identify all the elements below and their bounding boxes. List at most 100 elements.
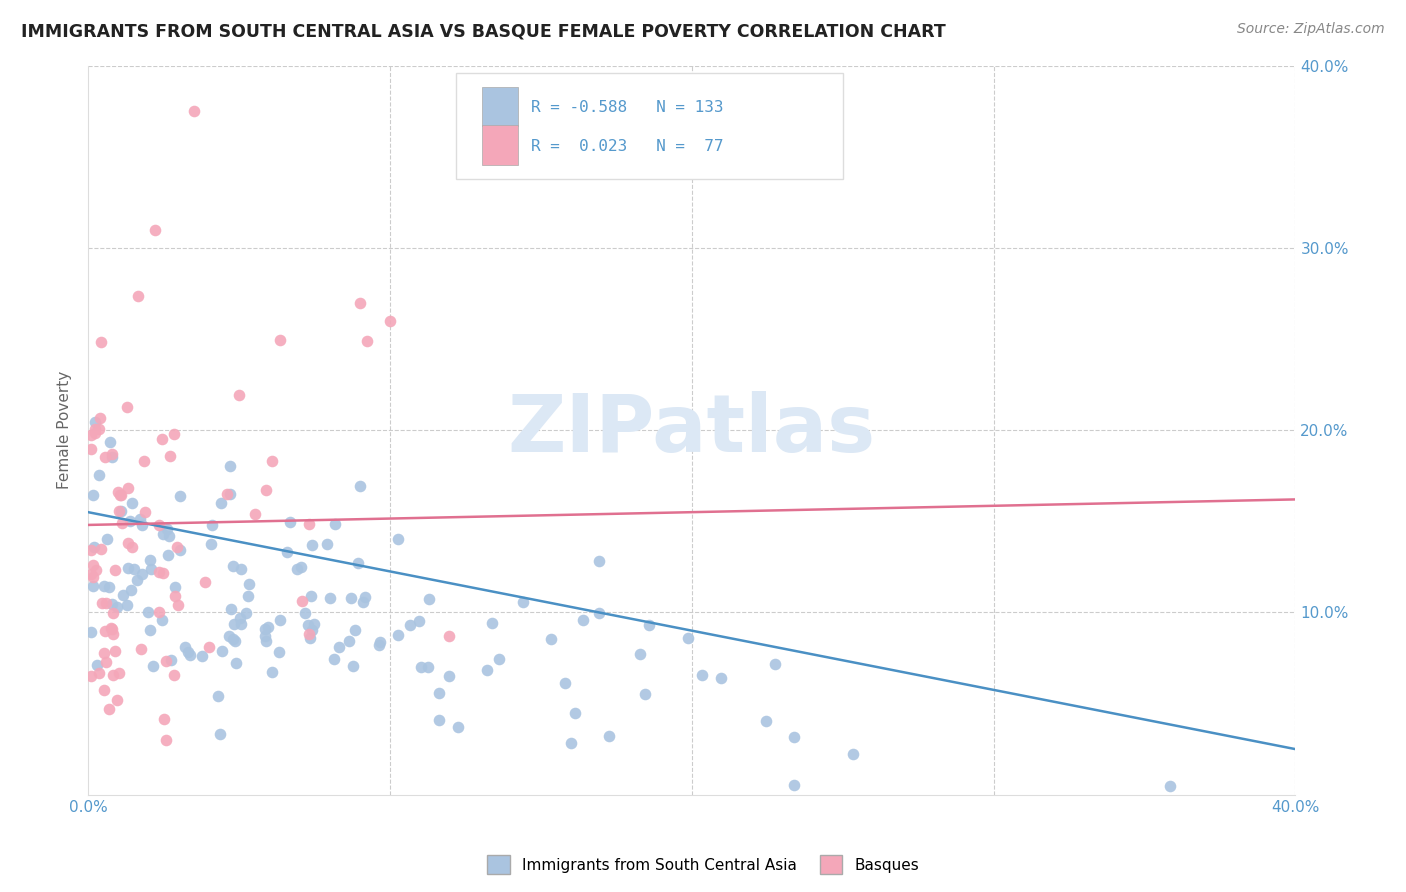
Point [512, 595, 534, 609]
Point [219, 487, 242, 501]
Point [262, 665, 284, 680]
Point [588, 554, 610, 568]
Point [219, 602, 242, 616]
Point [82, 570, 104, 584]
Point [323, 517, 346, 532]
Point [111, 588, 134, 602]
Point [157, 529, 180, 543]
Point [299, 589, 322, 603]
Point [269, 645, 291, 659]
Point [105, 599, 128, 614]
Point [301, 623, 323, 637]
Point [96, 596, 118, 610]
Point [177, 645, 200, 659]
Point [89, 421, 111, 435]
Point [136, 605, 159, 619]
FancyBboxPatch shape [482, 126, 517, 165]
Point [198, 640, 221, 654]
Point [183, 104, 205, 119]
Point [427, 686, 450, 700]
Point [96, 655, 118, 669]
Point [91, 596, 114, 610]
Point [222, 616, 245, 631]
Point [89, 411, 111, 425]
Point [131, 518, 153, 533]
Point [488, 652, 510, 666]
Point [100, 621, 122, 635]
Text: R = -0.588   N = 133: R = -0.588 N = 133 [531, 101, 724, 115]
Point [101, 606, 124, 620]
Point [179, 648, 201, 662]
Point [87, 666, 110, 681]
Point [118, 514, 141, 528]
Point [155, 733, 177, 747]
Point [257, 620, 280, 634]
Point [160, 653, 183, 667]
Point [101, 597, 124, 611]
Point [209, 496, 232, 510]
Point [110, 488, 132, 502]
Point [80, 442, 103, 456]
Point [169, 489, 191, 503]
Point [167, 598, 190, 612]
Point [783, 730, 806, 744]
Point [138, 623, 160, 637]
Point [121, 496, 143, 510]
Point [132, 454, 155, 468]
Point [710, 671, 733, 685]
Point [84, 426, 107, 441]
Point [297, 618, 319, 632]
Point [163, 580, 186, 594]
Point [190, 649, 212, 664]
Point [103, 644, 125, 658]
Point [218, 629, 240, 643]
FancyBboxPatch shape [482, 87, 517, 126]
Point [142, 659, 165, 673]
Point [94, 624, 117, 639]
Point [554, 676, 576, 690]
Point [269, 334, 291, 348]
Point [163, 427, 186, 442]
Point [107, 484, 129, 499]
Point [131, 642, 153, 657]
Point [409, 659, 432, 673]
Point [254, 622, 277, 636]
Point [215, 487, 238, 501]
Point [105, 693, 128, 707]
Point [254, 483, 277, 498]
Point [437, 668, 460, 682]
Point [152, 566, 174, 581]
Point [628, 647, 651, 661]
Point [319, 591, 342, 606]
Point [238, 576, 260, 591]
Point [207, 689, 229, 703]
Point [349, 479, 371, 493]
Point [221, 558, 243, 573]
Point [138, 552, 160, 566]
Point [302, 616, 325, 631]
Point [571, 613, 593, 627]
Point [82, 579, 104, 593]
Point [235, 606, 257, 620]
Point [229, 610, 252, 624]
Point [122, 562, 145, 576]
Point [352, 595, 374, 609]
Point [481, 615, 503, 630]
Point [231, 562, 253, 576]
Point [127, 289, 149, 303]
Point [231, 616, 253, 631]
Point [143, 222, 166, 236]
Point [80, 566, 103, 581]
Point [254, 633, 277, 648]
Point [346, 556, 368, 570]
Point [211, 644, 233, 658]
Point [93, 683, 115, 698]
Point [163, 589, 186, 603]
Point [93, 579, 115, 593]
Text: ZIPatlas: ZIPatlas [508, 392, 876, 469]
Point [328, 640, 350, 655]
Point [84, 422, 107, 436]
Point [134, 505, 156, 519]
Point [342, 659, 364, 673]
Point [427, 713, 450, 727]
